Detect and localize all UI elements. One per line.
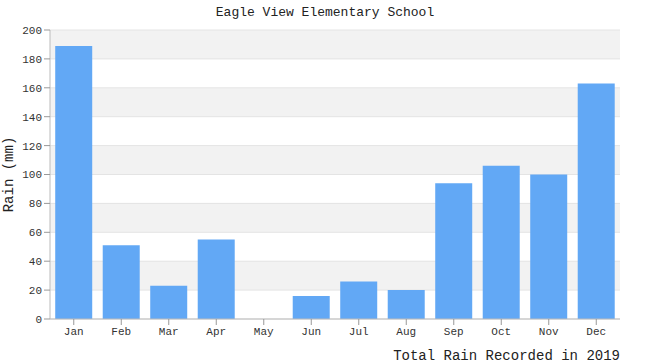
svg-text:Feb: Feb [111,326,131,338]
svg-text:Rain (mm): Rain (mm) [8,137,17,213]
svg-text:May: May [254,326,274,338]
svg-text:Jun: Jun [301,326,321,338]
svg-text:Sep: Sep [444,326,464,338]
svg-text:20: 20 [29,285,42,297]
svg-text:Mar: Mar [159,326,179,338]
svg-text:Aug: Aug [396,326,416,338]
svg-text:60: 60 [29,227,42,239]
svg-text:200: 200 [22,25,42,37]
svg-text:40: 40 [29,256,42,268]
svg-text:Nov: Nov [539,326,559,338]
svg-text:Jul: Jul [349,326,369,338]
svg-text:180: 180 [22,54,42,66]
svg-text:100: 100 [22,169,42,181]
svg-text:Dec: Dec [586,326,606,338]
svg-text:160: 160 [22,83,42,95]
svg-text:80: 80 [29,198,42,210]
svg-text:140: 140 [22,112,42,124]
svg-text:120: 120 [22,141,42,153]
svg-text:0: 0 [35,314,42,326]
svg-text:Total Rain Recorded in 2019: Total Rain Recorded in 2019 [393,348,620,360]
svg-text:Apr: Apr [206,326,226,338]
svg-text:Jan: Jan [64,326,84,338]
svg-text:Oct: Oct [491,326,511,338]
html-text:Eagle View Elementary School: Eagle View Elementary School [215,5,435,20]
